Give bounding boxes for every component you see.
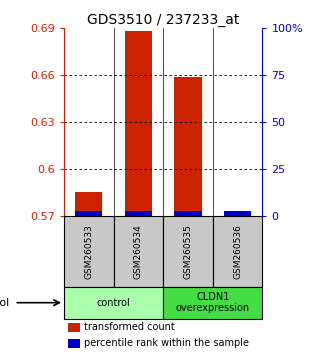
Text: CLDN1
overexpression: CLDN1 overexpression	[176, 292, 250, 314]
Text: control: control	[97, 298, 131, 308]
Bar	[68, 339, 80, 348]
Text: percentile rank within the sample: percentile rank within the sample	[84, 338, 249, 348]
Text: GSM260533: GSM260533	[84, 224, 93, 279]
Bar	[213, 216, 262, 287]
Bar	[68, 323, 80, 332]
Text: protocol: protocol	[0, 298, 9, 308]
Text: GSM260536: GSM260536	[233, 224, 242, 279]
Bar	[64, 287, 163, 319]
Bar	[75, 193, 102, 216]
Bar	[114, 216, 163, 287]
Bar	[163, 287, 262, 319]
Bar	[163, 216, 213, 287]
Bar	[224, 215, 251, 216]
Text: GSM260535: GSM260535	[183, 224, 193, 279]
Bar	[75, 211, 102, 216]
Bar	[174, 77, 202, 216]
Bar	[64, 216, 114, 287]
Bar	[174, 211, 202, 216]
Text: transformed count: transformed count	[84, 322, 175, 332]
Title: GDS3510 / 237233_at: GDS3510 / 237233_at	[87, 13, 239, 27]
Bar	[125, 32, 152, 216]
Bar	[125, 211, 152, 216]
Bar	[224, 211, 251, 216]
Text: GSM260534: GSM260534	[134, 224, 143, 279]
